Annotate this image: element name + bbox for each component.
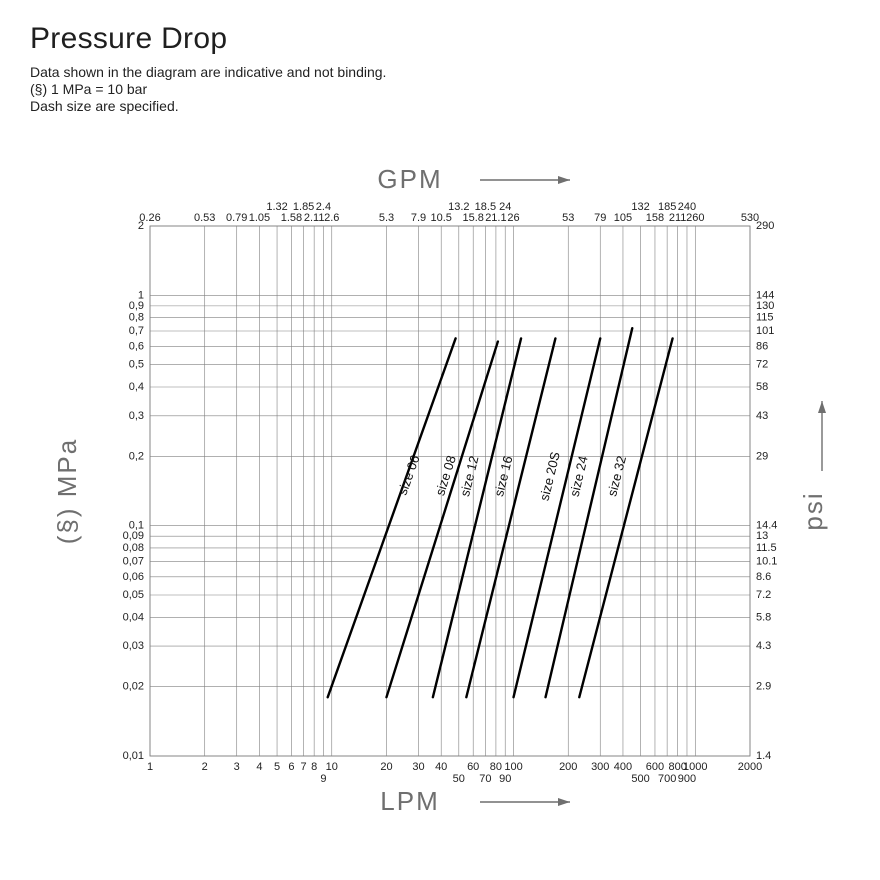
svg-text:GPM: GPM: [377, 164, 442, 194]
svg-text:1.4: 1.4: [756, 750, 771, 762]
svg-text:900: 900: [678, 773, 696, 785]
svg-text:8.6: 8.6: [756, 571, 771, 583]
svg-text:0,08: 0,08: [123, 542, 144, 554]
svg-text:0,5: 0,5: [129, 359, 144, 371]
note-line: Data shown in the diagram are indicative…: [30, 64, 850, 80]
svg-text:7: 7: [301, 761, 307, 773]
svg-text:72: 72: [756, 359, 768, 371]
svg-text:600: 600: [646, 761, 664, 773]
svg-text:1000: 1000: [683, 761, 707, 773]
svg-text:1: 1: [147, 761, 153, 773]
pressure-drop-chart: 1234567891020304050607080901002003004005…: [30, 126, 850, 826]
svg-text:14.4: 14.4: [756, 520, 777, 532]
svg-text:86: 86: [756, 340, 768, 352]
svg-text:2.6: 2.6: [324, 212, 339, 224]
svg-text:0,09: 0,09: [123, 530, 144, 542]
svg-text:size 20S: size 20S: [537, 450, 563, 502]
svg-text:700: 700: [658, 773, 676, 785]
svg-text:0,6: 0,6: [129, 340, 144, 352]
svg-text:0,06: 0,06: [123, 571, 144, 583]
svg-text:(§) MPa: (§) MPa: [52, 438, 82, 544]
svg-text:7.9: 7.9: [411, 212, 426, 224]
svg-text:5.3: 5.3: [379, 212, 394, 224]
svg-text:260: 260: [686, 212, 704, 224]
svg-text:144: 144: [756, 289, 774, 301]
page-title: Pressure Drop: [30, 22, 850, 56]
svg-text:LPM: LPM: [380, 786, 439, 816]
svg-text:90: 90: [499, 773, 511, 785]
svg-text:79: 79: [594, 212, 606, 224]
svg-text:26: 26: [507, 212, 519, 224]
svg-text:211: 211: [669, 212, 687, 224]
svg-text:43: 43: [756, 410, 768, 422]
svg-text:0,7: 0,7: [129, 325, 144, 337]
svg-text:1: 1: [138, 289, 144, 301]
svg-text:0,2: 0,2: [129, 450, 144, 462]
svg-text:80: 80: [490, 761, 502, 773]
svg-text:9: 9: [320, 773, 326, 785]
svg-text:0,8: 0,8: [129, 312, 144, 324]
svg-text:58: 58: [756, 381, 768, 393]
svg-text:0,9: 0,9: [129, 300, 144, 312]
svg-text:15.8: 15.8: [462, 212, 483, 224]
svg-text:13: 13: [756, 530, 768, 542]
svg-text:40: 40: [435, 761, 447, 773]
svg-text:20: 20: [380, 761, 392, 773]
svg-text:21.1: 21.1: [485, 212, 506, 224]
note-line: Dash size are specified.: [30, 98, 850, 114]
svg-text:size 32: size 32: [604, 454, 629, 498]
svg-text:60: 60: [467, 761, 479, 773]
svg-text:100: 100: [504, 761, 522, 773]
chart-notes: Data shown in the diagram are indicative…: [30, 64, 850, 114]
svg-text:101: 101: [756, 325, 774, 337]
svg-text:0,05: 0,05: [123, 589, 144, 601]
svg-text:0,04: 0,04: [123, 611, 144, 623]
svg-text:300: 300: [591, 761, 609, 773]
svg-text:30: 30: [412, 761, 424, 773]
svg-text:0,03: 0,03: [123, 640, 144, 652]
svg-text:2000: 2000: [738, 761, 762, 773]
svg-text:158: 158: [646, 212, 664, 224]
svg-text:0,07: 0,07: [123, 555, 144, 567]
svg-text:1.05: 1.05: [249, 212, 270, 224]
svg-text:0.53: 0.53: [194, 212, 215, 224]
svg-text:2: 2: [138, 220, 144, 232]
svg-text:4.3: 4.3: [756, 640, 771, 652]
svg-text:290: 290: [756, 220, 774, 232]
svg-text:29: 29: [756, 450, 768, 462]
svg-text:5: 5: [274, 761, 280, 773]
svg-text:2.11: 2.11: [304, 212, 325, 224]
svg-text:130: 130: [756, 300, 774, 312]
svg-text:4: 4: [256, 761, 262, 773]
svg-text:7.2: 7.2: [756, 589, 771, 601]
svg-text:10.5: 10.5: [430, 212, 451, 224]
svg-text:3: 3: [234, 761, 240, 773]
svg-text:10: 10: [326, 761, 338, 773]
svg-text:11.5: 11.5: [756, 542, 777, 554]
svg-text:53: 53: [562, 212, 574, 224]
svg-text:0.79: 0.79: [226, 212, 247, 224]
svg-text:400: 400: [614, 761, 632, 773]
svg-text:8: 8: [311, 761, 317, 773]
svg-text:size 16: size 16: [491, 454, 515, 498]
svg-text:psi: psi: [798, 491, 828, 530]
svg-text:70: 70: [479, 773, 491, 785]
svg-text:0,1: 0,1: [129, 520, 144, 532]
svg-text:1.58: 1.58: [281, 212, 302, 224]
svg-text:2.9: 2.9: [756, 681, 771, 693]
svg-text:5.8: 5.8: [756, 611, 771, 623]
svg-text:500: 500: [631, 773, 649, 785]
svg-text:0,4: 0,4: [129, 381, 144, 393]
svg-text:6: 6: [288, 761, 294, 773]
svg-text:115: 115: [756, 312, 774, 324]
svg-text:10.1: 10.1: [756, 555, 777, 567]
svg-text:0,3: 0,3: [129, 410, 144, 422]
svg-text:2: 2: [202, 761, 208, 773]
svg-text:105: 105: [614, 212, 632, 224]
note-line: (§) 1 MPa = 10 bar: [30, 81, 850, 97]
svg-text:50: 50: [453, 773, 465, 785]
svg-text:0,01: 0,01: [123, 750, 144, 762]
svg-text:0,02: 0,02: [123, 681, 144, 693]
svg-text:200: 200: [559, 761, 577, 773]
